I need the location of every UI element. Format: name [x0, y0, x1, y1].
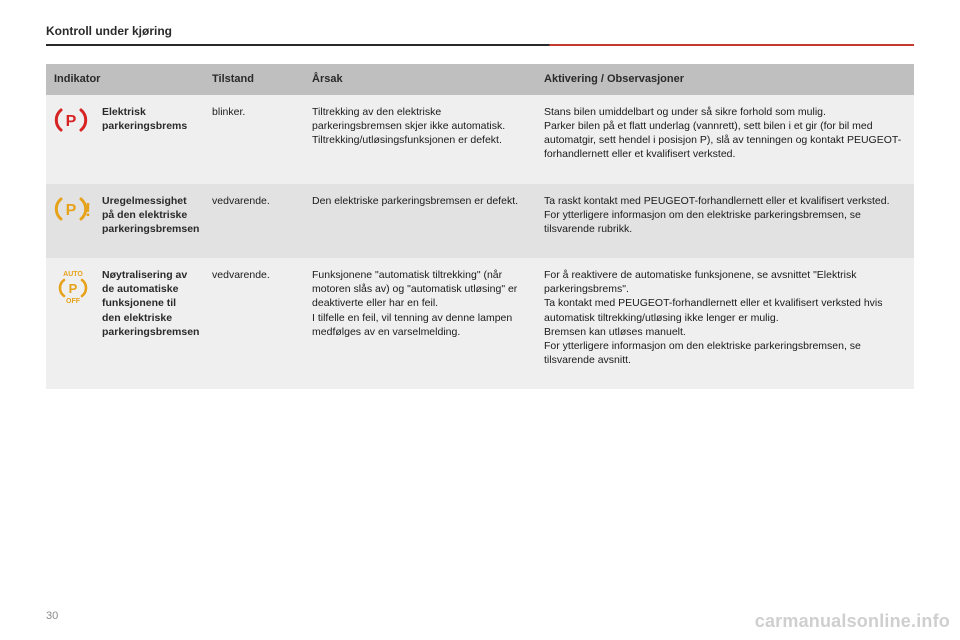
indicator-icon-cell: P	[46, 95, 94, 184]
action-cell: Stans bilen umiddelbart og under så sikr…	[536, 95, 914, 184]
table-row: P Elektrisk parkeringsbrems blinker. Til…	[46, 95, 914, 184]
state-cell: vedvarende.	[204, 184, 304, 259]
p-brake-red-icon: P	[54, 105, 88, 135]
th-indicator: Indikator	[46, 64, 204, 95]
action-cell: Ta raskt kontakt med PEUGEOT-forhandlern…	[536, 184, 914, 259]
svg-text:OFF: OFF	[66, 298, 81, 304]
section-title: Kontroll under kjøring	[46, 24, 914, 38]
table-header-row: Indikator Tilstand Årsak Aktivering / Ob…	[46, 64, 914, 95]
th-action: Aktivering / Observasjoner	[536, 64, 914, 95]
indicator-icon-cell: AUTO P OFF	[46, 258, 94, 389]
th-state: Tilstand	[204, 64, 304, 95]
warning-indicator-table: Indikator Tilstand Årsak Aktivering / Ob…	[46, 64, 914, 389]
table-row: AUTO P OFF Nøytralisering av de automati…	[46, 258, 914, 389]
p-brake-auto-off-amber-icon: AUTO P OFF	[54, 268, 92, 304]
header-rule	[46, 44, 914, 46]
page-number: 30	[46, 610, 58, 622]
watermark-text: carmanualsonline.info	[755, 611, 950, 632]
action-cell: For å reaktivere de automatiske funksjon…	[536, 258, 914, 389]
p-brake-amber-warn-icon: P !	[54, 194, 94, 224]
manual-page: Kontroll under kjøring Indikator Tilstan…	[0, 0, 960, 640]
th-cause: Årsak	[304, 64, 536, 95]
cause-cell: Den elektriske parkeringsbremsen er defe…	[304, 184, 536, 259]
svg-text:P: P	[66, 202, 77, 219]
indicator-name: Elektrisk parkeringsbrems	[94, 95, 204, 184]
cause-cell: Tiltrekking av den elektriske parkerings…	[304, 95, 536, 184]
state-cell: vedvarende.	[204, 258, 304, 389]
svg-text:AUTO: AUTO	[63, 271, 83, 278]
cause-cell: Funksjonene "automatisk tiltrekking" (nå…	[304, 258, 536, 389]
indicator-icon-cell: P !	[46, 184, 94, 259]
indicator-name: Uregelmessighet på den elektriske parker…	[94, 184, 204, 259]
indicator-name: Nøytralisering av de automatiske funksjo…	[94, 258, 204, 389]
svg-text:P: P	[69, 281, 78, 296]
table-row: P ! Uregelmessighet på den elektriske pa…	[46, 184, 914, 259]
state-cell: blinker.	[204, 95, 304, 184]
svg-text:P: P	[66, 113, 77, 130]
svg-text:!: !	[85, 200, 91, 220]
